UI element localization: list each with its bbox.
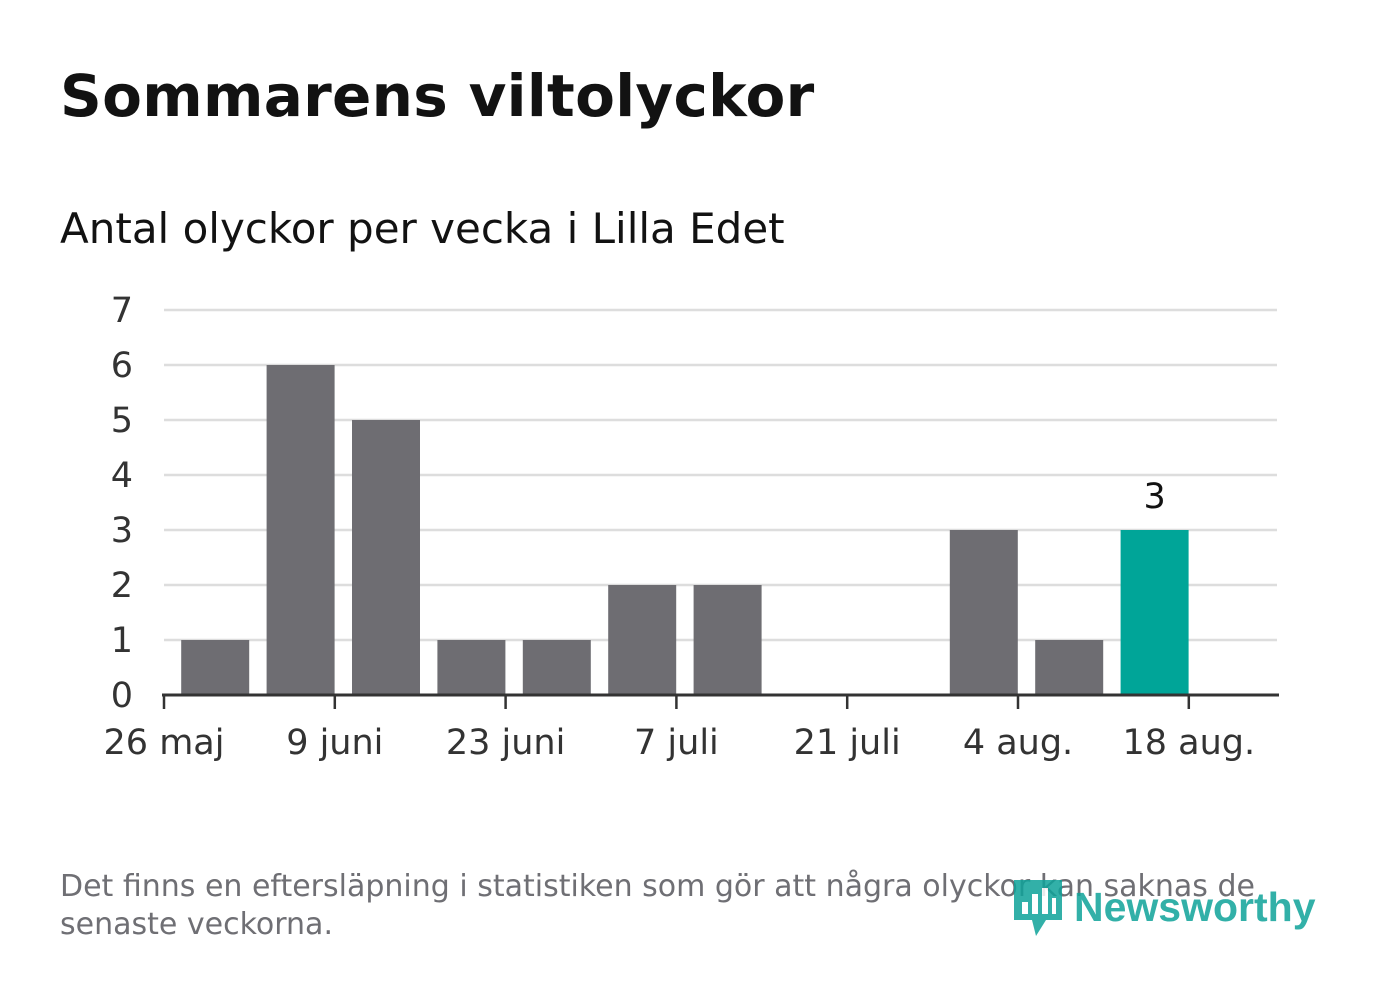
logo-text: Newsworthy xyxy=(1074,883,1316,930)
y-tick-label: 7 xyxy=(111,291,133,331)
bar xyxy=(266,365,335,695)
y-tick-label: 6 xyxy=(111,346,133,386)
bar xyxy=(1035,640,1104,695)
y-tick-label: 3 xyxy=(111,511,133,551)
x-tick-label: 23 juni xyxy=(446,723,565,763)
bar xyxy=(949,530,1018,695)
bar xyxy=(608,585,677,695)
x-tick-label: 21 juli xyxy=(794,723,901,763)
bar xyxy=(522,640,591,695)
bar-chart: 26 maj 9 juni 23 juni 7 juli 21 juli 4 aug. 18… xyxy=(104,291,1279,763)
data-label: 3 xyxy=(1143,477,1165,517)
x-tick-label: 9 juni xyxy=(286,723,383,763)
x-tick-label: 26 maj xyxy=(104,723,225,763)
x-axis: 26 maj 9 juni 23 juni 7 juli 21 juli 4 aug. 18… xyxy=(104,693,1279,763)
x-tick-label: 18 aug. xyxy=(1122,723,1255,763)
chart-subtitle: Antal olyckor per vecka i Lilla Edet xyxy=(60,204,785,253)
bars xyxy=(181,365,1189,695)
gridlines xyxy=(164,308,1277,642)
bar xyxy=(693,585,762,695)
newsworthy-logo-icon xyxy=(1014,880,1062,936)
bar xyxy=(181,640,250,695)
bar xyxy=(437,640,506,695)
y-tick-label: 5 xyxy=(111,401,133,441)
y-tick-label: 4 xyxy=(111,456,133,496)
y-axis: 0 1 2 3 4 5 6 7 xyxy=(111,291,133,716)
x-tick-label: 7 juli xyxy=(634,723,719,763)
y-tick-label: 0 xyxy=(111,676,133,716)
chart-title: Sommarens viltolyckor xyxy=(60,62,815,130)
x-tick-label: 4 aug. xyxy=(963,723,1073,763)
newsworthy-logo[interactable]: Newsworthy xyxy=(1010,874,1316,940)
y-tick-label: 1 xyxy=(111,621,133,661)
data-labels: 3 xyxy=(1143,477,1165,517)
bar xyxy=(1120,530,1189,695)
bar xyxy=(352,420,420,695)
y-tick-label: 2 xyxy=(111,566,133,606)
